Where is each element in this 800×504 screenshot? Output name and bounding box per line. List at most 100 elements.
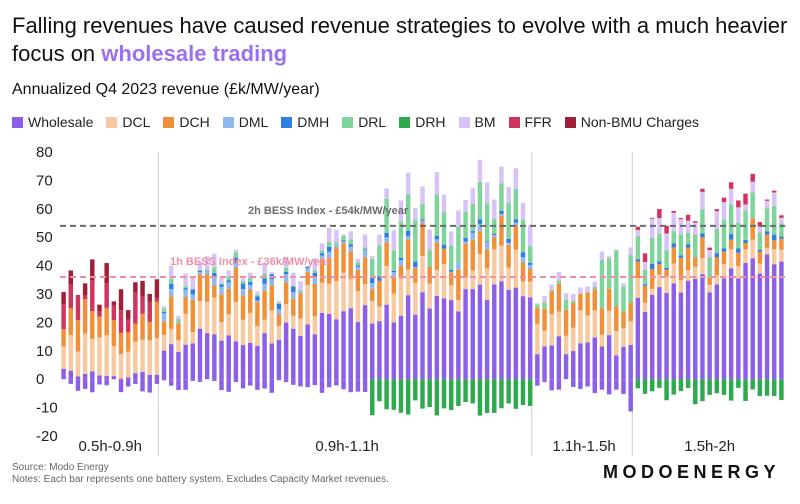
bar-segment — [520, 296, 526, 380]
bar-segment — [427, 266, 432, 284]
bar-segment-negative — [104, 379, 109, 386]
y-tick-label: 10 — [36, 343, 53, 360]
bar-segment — [434, 242, 440, 270]
bar-segment — [772, 192, 777, 207]
bar-segment-negative — [197, 379, 203, 382]
bar-segment-negative — [240, 379, 246, 389]
chart-title: Falling revenues have caused revenue str… — [12, 12, 792, 68]
bar-segment — [614, 331, 619, 356]
bar-segment-negative — [370, 379, 375, 416]
bar-segment-negative — [226, 379, 231, 392]
bar-segment — [326, 258, 332, 284]
bar-segment-negative — [499, 379, 504, 409]
bar-segment — [664, 267, 669, 270]
bar-segment-negative — [492, 379, 497, 413]
bar-segment — [104, 263, 109, 283]
bar-segment — [635, 236, 641, 260]
bar-segment — [125, 332, 131, 352]
bar-segment — [499, 183, 504, 211]
bar-segment — [183, 286, 188, 289]
bar-segment — [176, 351, 181, 380]
bar-segment — [678, 234, 684, 256]
bar-segment — [255, 300, 260, 303]
bar-segment — [549, 291, 554, 315]
bar-segment — [448, 245, 454, 270]
bar-segment — [499, 166, 504, 184]
bar-segment — [492, 233, 497, 236]
bar-segment-negative — [398, 379, 404, 413]
bar-segment — [764, 199, 770, 201]
bar-segment-negative — [513, 379, 519, 409]
bar-segment-negative — [118, 379, 124, 393]
bar-segment — [750, 181, 755, 193]
bar-segment — [219, 340, 224, 380]
bar-segment — [772, 234, 777, 241]
bar-segment — [606, 258, 612, 289]
bar-segment — [571, 327, 576, 352]
bar-segment-negative — [571, 379, 576, 387]
bar-segment — [355, 265, 361, 267]
bar-segment — [384, 188, 389, 199]
bar-segment-negative — [671, 379, 676, 395]
bar-segment-negative — [255, 379, 260, 390]
bar-segment — [520, 257, 526, 263]
bar-segment — [441, 264, 447, 299]
bar-segment — [441, 194, 447, 213]
bar-segment — [779, 238, 784, 250]
bar-segment — [355, 266, 361, 270]
bar-segment — [90, 311, 95, 339]
bar-segment — [298, 293, 303, 319]
bar-segment — [743, 239, 748, 244]
bar-segment — [499, 245, 504, 282]
bar-segment-negative — [269, 379, 274, 393]
bar-segment-negative — [154, 379, 160, 384]
bar-segment — [671, 210, 676, 213]
legend-swatch — [458, 116, 470, 128]
bar-segment — [628, 345, 633, 380]
bar-segment — [571, 302, 576, 328]
bar-segment — [326, 283, 332, 315]
bar-segment — [125, 377, 131, 380]
bar-segment — [463, 241, 468, 244]
bar-segment — [772, 264, 777, 380]
bar-segment-negative — [456, 379, 461, 406]
bar-segment — [413, 261, 418, 267]
bar-segment — [456, 300, 461, 312]
bar-segment — [527, 281, 533, 298]
bar-segment — [664, 225, 669, 234]
bar-segment — [728, 182, 734, 189]
reference-line-label: 1h BESS Index - £36k/MW/year — [170, 256, 331, 268]
bar-segment — [736, 207, 741, 223]
bar-segment — [391, 230, 397, 251]
bar-segment — [535, 303, 540, 305]
bar-segment — [204, 269, 210, 271]
bar-segment — [413, 208, 418, 221]
bar-segment — [291, 328, 296, 380]
bar-segment — [219, 294, 224, 323]
legend-label: DML — [238, 114, 269, 130]
bar-segment — [685, 233, 691, 245]
bar-segment — [305, 271, 310, 285]
group-label: 1.1h-1.5h — [552, 438, 615, 455]
bar-segment — [492, 284, 497, 380]
bar-segment — [456, 226, 461, 263]
bar-segment — [671, 231, 676, 244]
bar-segment — [276, 301, 282, 303]
bar-segment — [212, 285, 217, 298]
bar-segment — [169, 266, 174, 279]
bar-segment — [283, 256, 289, 268]
bar-segment — [204, 333, 210, 380]
bar-segment-negative — [233, 379, 239, 383]
bar-segment — [147, 293, 152, 302]
bar-segment — [370, 323, 375, 380]
bar-segment — [255, 296, 260, 301]
bar-segment — [405, 231, 411, 236]
bar-segment — [492, 235, 497, 238]
bar-segment — [535, 307, 540, 324]
bar-segment — [420, 256, 425, 293]
bar-segment — [61, 328, 66, 347]
bar-segment — [334, 229, 339, 243]
bar-segment — [556, 311, 562, 337]
bar-segment — [463, 199, 468, 212]
bar-segment — [456, 269, 461, 301]
